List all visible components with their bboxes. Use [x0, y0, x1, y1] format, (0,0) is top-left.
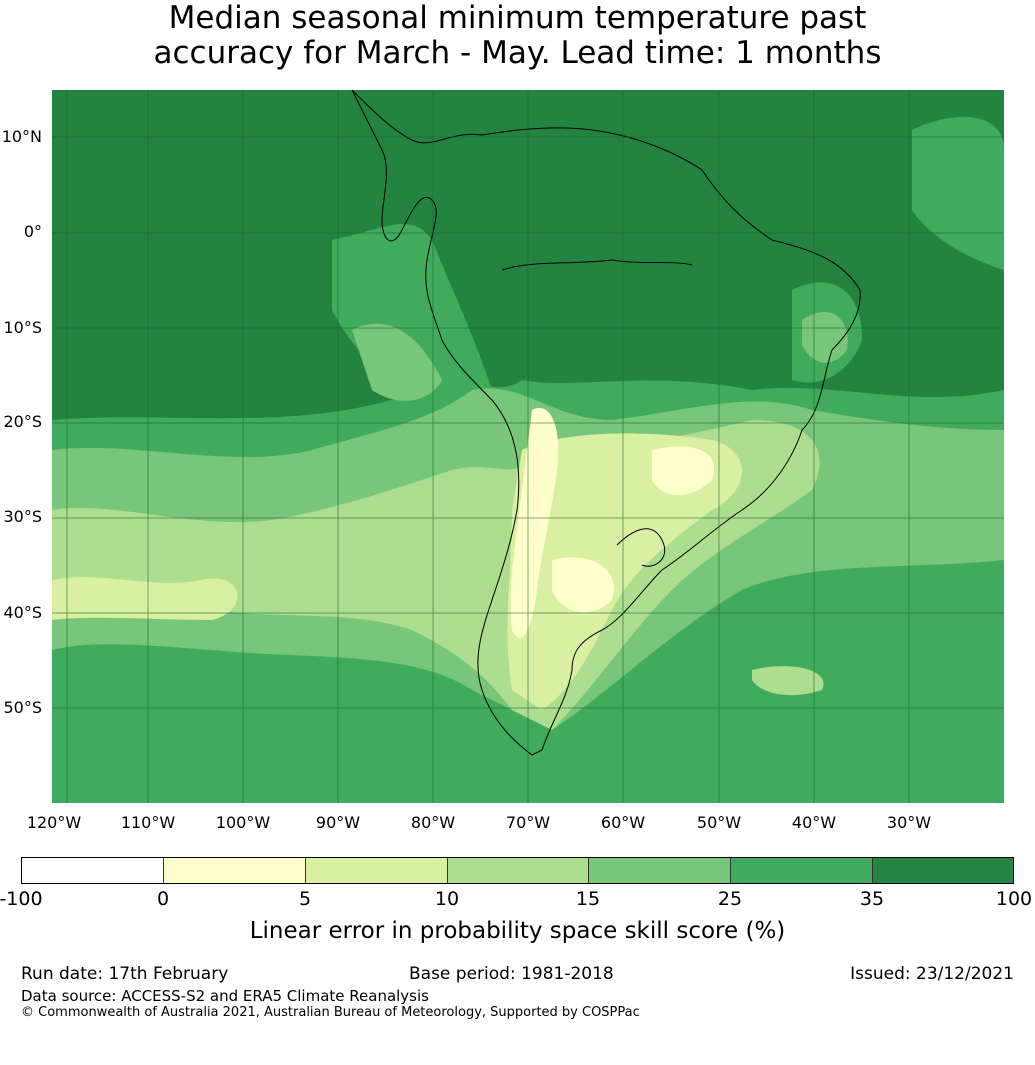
lon-label-80w: 80°W — [411, 814, 455, 832]
skill-score-map — [52, 90, 1004, 803]
colorbar-tick: 100 — [996, 888, 1032, 910]
lat-label-10s: 10°S — [3, 319, 42, 337]
colorbar-tick: 0 — [157, 888, 169, 910]
lon-label-110w: 110°W — [121, 814, 175, 832]
lat-label-20s: 20°S — [3, 413, 42, 431]
colorbar — [21, 857, 1014, 884]
colorbar-label: Linear error in probability space skill … — [0, 917, 1035, 945]
colorbar-tick: 15 — [576, 888, 600, 910]
data-source: Data source: ACCESS-S2 and ERA5 Climate … — [21, 988, 429, 1005]
lat-label-10n: 10°N — [2, 128, 42, 146]
map-canvas — [52, 90, 1004, 803]
lon-label-60w: 60°W — [601, 814, 645, 832]
map-title-line-1: Median seasonal minimum temperature past — [0, 0, 1035, 36]
lat-label-50s: 50°S — [3, 699, 42, 717]
lon-label-90w: 90°W — [316, 814, 360, 832]
run-date: Run date: 17th February — [21, 964, 228, 984]
lon-label-40w: 40°W — [792, 814, 836, 832]
issued-date: Issued: 23/12/2021 — [850, 964, 1014, 984]
colorbar-tick: 35 — [860, 888, 884, 910]
colorbar-tick: 10 — [435, 888, 459, 910]
lon-label-120w: 120°W — [27, 814, 81, 832]
colorbar-tick: 5 — [299, 888, 311, 910]
colorbar-tick: 25 — [718, 888, 742, 910]
lon-label-50w: 50°W — [697, 814, 741, 832]
copyright: © Commonwealth of Australia 2021, Austra… — [21, 1005, 640, 1021]
lat-label-40s: 40°S — [3, 604, 42, 622]
coastline — [502, 260, 692, 270]
lat-label-30s: 30°S — [3, 508, 42, 526]
lon-label-100w: 100°W — [216, 814, 270, 832]
lat-label-0: 0° — [24, 223, 42, 241]
skill-region — [912, 117, 1004, 270]
colorbar-frame — [21, 857, 1014, 884]
map-title-line-2: accuracy for March - May. Lead time: 1 m… — [0, 35, 1035, 71]
colorbar-tick: -100 — [0, 888, 43, 910]
skill-region — [52, 577, 237, 620]
lon-label-70w: 70°W — [506, 814, 550, 832]
lon-label-30w: 30°W — [887, 814, 931, 832]
base-period: Base period: 1981-2018 — [409, 964, 614, 984]
